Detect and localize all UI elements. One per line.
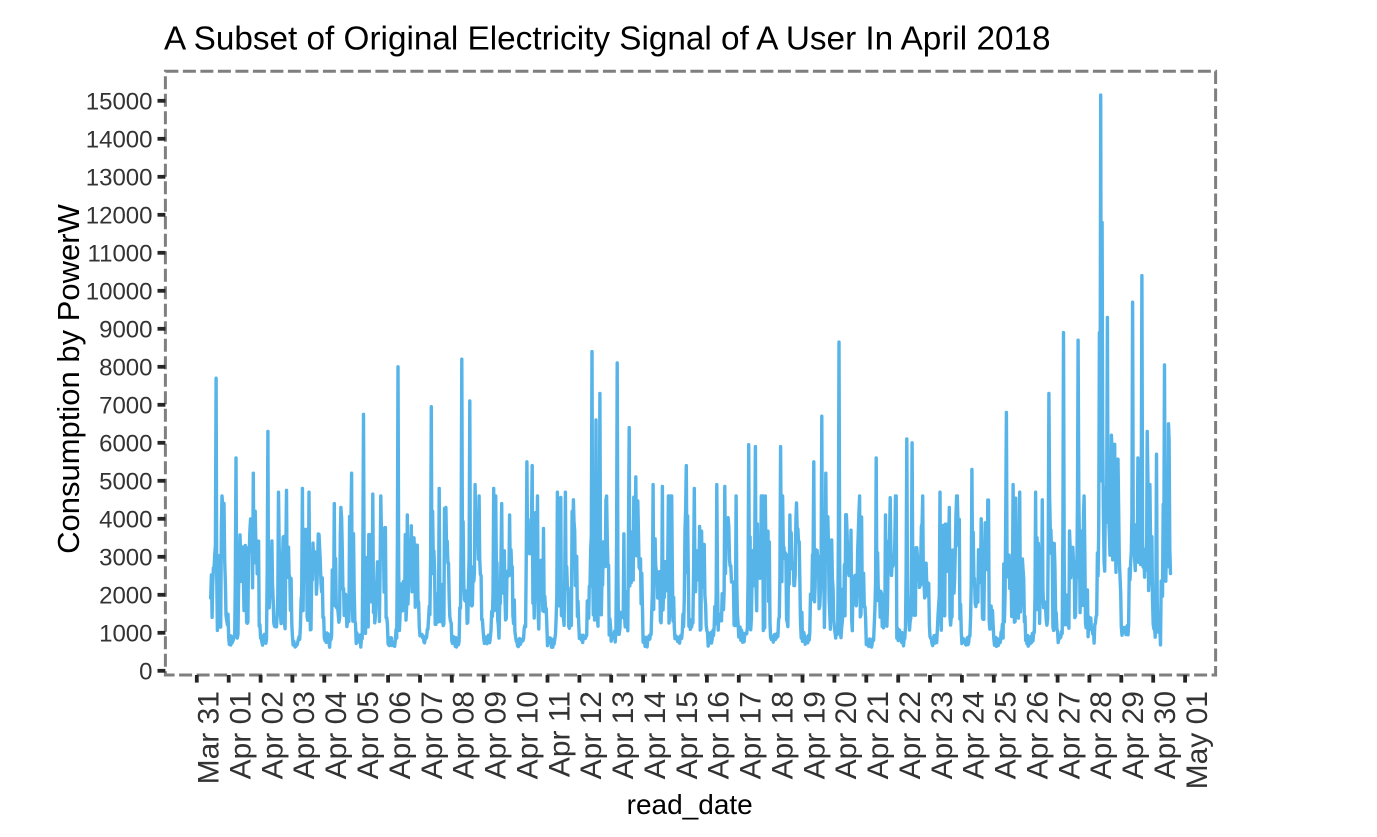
svg-text:Apr 26: Apr 26 [1022, 691, 1055, 779]
svg-text:12000: 12000 [86, 203, 153, 230]
svg-text:Apr 04: Apr 04 [320, 691, 353, 779]
svg-text:Apr 21: Apr 21 [862, 691, 895, 779]
svg-text:Apr 19: Apr 19 [798, 691, 831, 779]
svg-text:Mar 31: Mar 31 [193, 691, 226, 784]
svg-text:Apr 10: Apr 10 [511, 691, 544, 779]
svg-text:Apr 11: Apr 11 [543, 691, 576, 777]
svg-text:9000: 9000 [99, 317, 152, 344]
svg-text:14000: 14000 [86, 127, 153, 154]
svg-text:Apr 22: Apr 22 [894, 691, 927, 779]
svg-text:5000: 5000 [99, 469, 152, 496]
svg-text:0: 0 [139, 659, 152, 686]
svg-text:Apr 02: Apr 02 [256, 691, 289, 779]
svg-text:Apr 08: Apr 08 [448, 691, 481, 779]
svg-text:Consumption by PowerW: Consumption by PowerW [51, 203, 86, 553]
svg-text:Apr 13: Apr 13 [607, 691, 640, 779]
svg-text:Apr 03: Apr 03 [288, 691, 321, 779]
svg-text:2000: 2000 [99, 583, 152, 610]
svg-text:Apr 07: Apr 07 [416, 691, 449, 779]
svg-text:May 01: May 01 [1181, 691, 1214, 789]
svg-text:10000: 10000 [86, 279, 153, 306]
svg-text:Apr 09: Apr 09 [480, 691, 513, 779]
svg-text:Apr 27: Apr 27 [1053, 691, 1086, 779]
svg-text:Apr 15: Apr 15 [671, 691, 704, 779]
svg-text:Apr 28: Apr 28 [1085, 691, 1118, 779]
svg-text:Apr 29: Apr 29 [1117, 691, 1150, 779]
svg-text:Apr 18: Apr 18 [766, 691, 799, 779]
svg-text:1000: 1000 [99, 621, 152, 648]
svg-text:8000: 8000 [99, 355, 152, 382]
svg-text:15000: 15000 [86, 89, 153, 116]
svg-text:Apr 24: Apr 24 [958, 691, 991, 779]
svg-text:Apr 17: Apr 17 [735, 691, 768, 779]
svg-text:Apr 30: Apr 30 [1149, 691, 1182, 779]
svg-text:Apr 06: Apr 06 [384, 691, 417, 779]
svg-text:Apr 12: Apr 12 [575, 691, 608, 779]
svg-text:Apr 16: Apr 16 [703, 691, 736, 779]
svg-text:Apr 20: Apr 20 [830, 691, 863, 779]
svg-text:read_date: read_date [627, 789, 753, 820]
svg-text:13000: 13000 [86, 165, 153, 192]
svg-text:Apr 05: Apr 05 [352, 691, 385, 779]
svg-text:Apr 25: Apr 25 [990, 691, 1023, 779]
svg-text:7000: 7000 [99, 393, 152, 420]
svg-text:6000: 6000 [99, 431, 152, 458]
svg-text:3000: 3000 [99, 545, 152, 572]
svg-text:Apr 14: Apr 14 [639, 691, 672, 779]
svg-text:A Subset of Original Electrici: A Subset of Original Electricity Signal … [164, 21, 1051, 58]
svg-text:4000: 4000 [99, 507, 152, 534]
svg-text:11000: 11000 [88, 241, 153, 268]
svg-text:Apr 01: Apr 01 [225, 691, 258, 779]
svg-text:Apr 23: Apr 23 [926, 691, 959, 779]
